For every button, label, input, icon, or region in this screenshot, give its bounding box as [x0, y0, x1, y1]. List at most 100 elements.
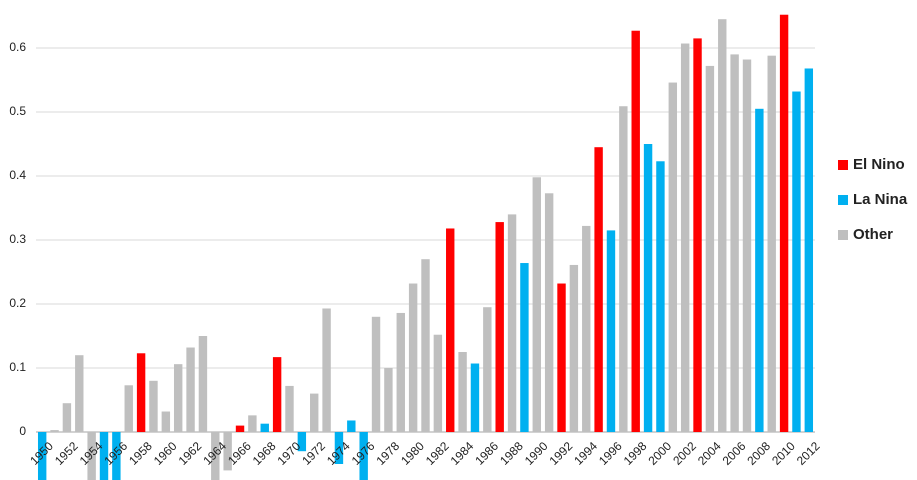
- bar: [433, 334, 443, 432]
- bar: [50, 430, 59, 432]
- x-tick-label: 2000: [645, 439, 674, 468]
- legend-swatch: [838, 195, 848, 205]
- x-tick-label: 1998: [621, 439, 650, 468]
- bar: [693, 38, 702, 433]
- bar: [87, 432, 96, 480]
- x-tick-label: 2004: [695, 439, 724, 468]
- bar: [260, 423, 269, 432]
- bar: [779, 14, 789, 432]
- x-tick-label: 1994: [571, 439, 600, 468]
- bar: [557, 283, 566, 432]
- y-tick-label: 0.6: [9, 40, 26, 54]
- bar: [285, 385, 294, 432]
- bar: [755, 108, 764, 433]
- x-tick-label: 1980: [398, 439, 427, 468]
- bar: [272, 357, 282, 432]
- bar: [198, 336, 208, 432]
- legend: El Nino La Nina Other: [838, 156, 908, 243]
- x-tick-label: 1982: [423, 439, 452, 468]
- x-tick-label: 1990: [522, 439, 551, 468]
- bar: [495, 222, 504, 432]
- x-tick-label: 2012: [794, 439, 823, 468]
- bar: [310, 393, 319, 432]
- x-tick-label: 1996: [596, 439, 625, 468]
- bar: [718, 19, 727, 432]
- x-tick-label: 1960: [151, 439, 180, 468]
- bar: [223, 432, 232, 471]
- legend-swatch: [838, 160, 848, 170]
- bar: [520, 263, 529, 432]
- x-tick-label: 2006: [720, 439, 749, 468]
- x-tick-label: 1978: [373, 439, 402, 468]
- bar: [371, 316, 381, 432]
- x-tick-label: 2002: [670, 439, 699, 468]
- bar: [680, 43, 690, 433]
- bar: [136, 353, 146, 432]
- x-tick-label: 1952: [52, 439, 81, 468]
- bar: [408, 283, 418, 432]
- bar: [396, 312, 405, 432]
- bar: [619, 106, 628, 433]
- bar: [322, 308, 331, 432]
- bar: [582, 225, 591, 432]
- y-tick-label: 0.2: [9, 296, 26, 310]
- bar: [37, 432, 47, 480]
- bar: [297, 432, 307, 452]
- y-tick-label: 0.4: [9, 168, 26, 182]
- bar: [75, 355, 84, 432]
- y-tick-label: 0.3: [9, 232, 26, 246]
- bar: [470, 363, 480, 432]
- bar: [544, 193, 554, 432]
- x-tick-label: 1984: [448, 439, 477, 468]
- x-tick-label: 2008: [744, 439, 773, 468]
- bar: [161, 411, 171, 432]
- x-tick-label: 1986: [472, 439, 501, 468]
- bar: [99, 432, 109, 480]
- bar: [668, 82, 678, 432]
- x-tick-label: 1958: [126, 439, 155, 468]
- y-tick-label: 0: [19, 424, 26, 438]
- bar: [124, 385, 133, 432]
- bar: [606, 230, 616, 432]
- x-tick-label: 1992: [547, 439, 576, 468]
- bar: [149, 380, 158, 432]
- bar: [631, 30, 640, 432]
- y-tick-label: 0.1: [9, 360, 26, 374]
- legend-label: Other: [853, 226, 893, 243]
- bar: [62, 403, 72, 432]
- bar: [643, 144, 653, 432]
- bar: [656, 161, 665, 432]
- x-tick-label: 2010: [769, 439, 798, 468]
- bar: [458, 352, 467, 432]
- bar: [421, 259, 430, 432]
- bar: [186, 347, 195, 432]
- bar: [235, 425, 245, 432]
- bar: [792, 91, 801, 433]
- bar: [384, 368, 393, 432]
- bar: [742, 59, 752, 433]
- x-tick-label: 1962: [176, 439, 205, 468]
- bar: [532, 177, 541, 432]
- y-tick-label: 0.5: [9, 104, 26, 118]
- legend-label: El Nino: [853, 156, 905, 173]
- bar: [594, 147, 603, 432]
- bar: [767, 55, 776, 433]
- bar: [483, 307, 492, 432]
- bar: [446, 228, 455, 432]
- bar: [705, 65, 715, 433]
- x-tick-label: 1988: [497, 439, 526, 468]
- bar: [347, 420, 356, 432]
- legend-swatch: [838, 230, 848, 240]
- bar: [173, 364, 183, 432]
- bar: [804, 68, 814, 432]
- legend-label: La Nina: [853, 191, 908, 208]
- bar: [248, 415, 257, 432]
- bar: [211, 432, 220, 480]
- bar: [507, 214, 517, 432]
- bar: [730, 54, 739, 433]
- bar: [359, 432, 368, 480]
- bar: [569, 264, 579, 432]
- bar: [112, 432, 121, 480]
- bar: [334, 432, 344, 464]
